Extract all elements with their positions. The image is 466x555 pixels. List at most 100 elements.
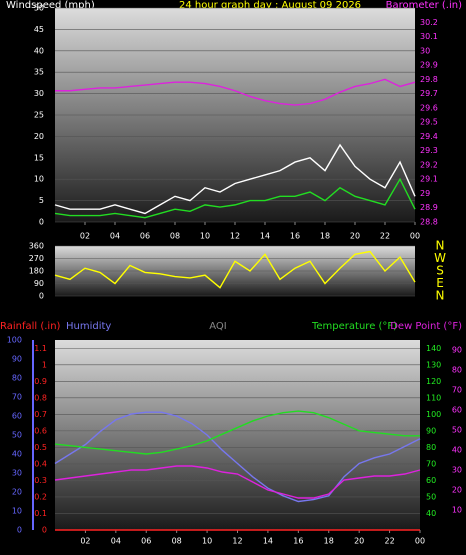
y-tick-label: 15: [34, 153, 44, 162]
y2-tick-label: 60: [12, 412, 22, 421]
y3-tick-label: 50: [426, 492, 436, 501]
x-tick-label: 04: [111, 537, 121, 546]
y-tick-label: 0.8: [34, 393, 47, 402]
y-tick-label: 50: [34, 4, 44, 13]
y2-tick-label: 50: [12, 431, 22, 440]
y2-tick-label: 29.9: [420, 61, 438, 70]
y2-tick-label: 29.2: [420, 160, 438, 169]
y4-tick-label: 80: [452, 366, 462, 375]
y2-tick-label: 10: [12, 507, 22, 516]
y2-tick-label: 30: [420, 46, 430, 55]
x-tick-label: 10: [200, 232, 210, 241]
y-tick-label: 40: [34, 46, 44, 55]
y-tick-label: 0: [39, 292, 44, 301]
y2-tick-label: 80: [12, 374, 22, 383]
series-line: [54, 411, 421, 503]
x-tick-label: 16: [290, 232, 300, 241]
y2-tick-label: 40: [12, 450, 22, 459]
y-tick-label: 35: [34, 68, 44, 77]
x-tick-label: 00: [410, 232, 420, 241]
y3-tick-label: 40: [426, 509, 436, 518]
y4-tick-label: 90: [452, 346, 462, 355]
y2-tick-label: E: [436, 276, 444, 290]
y-tick-label: 20: [34, 132, 44, 141]
series-line: [55, 78, 416, 106]
y2-tick-label: 100: [7, 336, 22, 345]
x-tick-label: 06: [140, 232, 150, 241]
x-tick-label: 18: [324, 537, 334, 546]
legend-entry: Humidity: [66, 321, 111, 332]
y3-tick-label: 120: [426, 377, 441, 386]
y-tick-label: 90: [34, 279, 44, 288]
y-tick-label: 180: [29, 267, 44, 276]
x-tick-label: 14: [260, 232, 270, 241]
series-line: [54, 177, 416, 219]
series-line: [54, 143, 416, 215]
y2-tick-label: W: [434, 251, 446, 265]
y2-tick-label: 29.5: [420, 118, 438, 127]
y4-tick-label: 20: [452, 486, 462, 495]
x-tick-label: 20: [354, 537, 364, 546]
legend-entry: Dew Point (°F): [390, 321, 462, 332]
series-line: [54, 410, 420, 455]
x-tick-label: 22: [380, 232, 390, 241]
x-tick-label: 12: [232, 537, 242, 546]
x-tick-label: 02: [80, 232, 90, 241]
y3-tick-label: 110: [426, 393, 441, 402]
y-tick-label: 1.1: [34, 344, 47, 353]
y-tick-label: 0.3: [34, 476, 47, 485]
x-tick-label: 20: [350, 232, 360, 241]
y3-tick-label: 60: [426, 476, 436, 485]
y-tick-label: 360: [29, 242, 44, 251]
y2-tick-label: N: [436, 289, 445, 303]
y3-tick-label: 130: [426, 360, 441, 369]
x-tick-label: 14: [263, 537, 273, 546]
y4-tick-label: 70: [452, 386, 462, 395]
y-tick-label: 0.6: [34, 426, 47, 435]
y2-tick-label: 28.9: [420, 203, 438, 212]
y-tick-label: 0: [39, 218, 44, 227]
x-tick-label: 08: [172, 537, 182, 546]
y-tick-label: 0.4: [34, 459, 47, 468]
legend-entry: Rainfall (.in): [0, 321, 61, 332]
legend-entry: Temperature (°F): [311, 321, 397, 332]
x-tick-label: 08: [170, 232, 180, 241]
y2-tick-label: 20: [12, 488, 22, 497]
y3-tick-label: 100: [426, 410, 441, 419]
y-tick-label: 1: [42, 360, 47, 369]
y-tick-label: 0.9: [34, 377, 47, 386]
y4-tick-label: 50: [452, 426, 462, 435]
y2-tick-label: 29.4: [420, 132, 438, 141]
y-tick-label: 0.2: [34, 492, 47, 501]
series-line: [54, 250, 416, 289]
y-tick-label: 0.1: [34, 509, 47, 518]
y2-tick-label: 28.8: [420, 218, 438, 227]
y-tick-label: 270: [29, 254, 44, 263]
x-tick-label: 00: [415, 537, 425, 546]
y2-tick-label: 70: [12, 393, 22, 402]
x-tick-label: 18: [320, 232, 330, 241]
y4-tick-label: 60: [452, 406, 462, 415]
y4-tick-label: 10: [452, 506, 462, 515]
x-tick-label: 16: [293, 537, 303, 546]
plot-area: [55, 340, 420, 530]
y2-tick-label: 29: [420, 189, 430, 198]
y-tick-label: 10: [34, 175, 44, 184]
y2-tick-label: 29.3: [420, 146, 438, 155]
x-tick-label: 10: [202, 537, 212, 546]
x-tick-label: 06: [141, 537, 151, 546]
y2-tick-label: 30.1: [420, 32, 438, 41]
y2-axis-label: Barometer (.in): [386, 0, 462, 11]
y3-tick-label: 90: [426, 426, 436, 435]
y-tick-label: 0: [42, 526, 47, 535]
x-tick-label: 12: [230, 232, 240, 241]
y2-tick-label: 29.6: [420, 103, 438, 112]
y2-tick-label: 29.1: [420, 175, 438, 184]
y2-tick-label: 29.8: [420, 75, 438, 84]
chart-title: 24 hour graph day : August 09 2026: [179, 0, 361, 11]
y2-tick-label: 30: [12, 469, 22, 478]
y-tick-label: 45: [34, 25, 44, 34]
y2-tick-label: 90: [12, 355, 22, 364]
y-tick-label: 0.5: [34, 443, 47, 452]
